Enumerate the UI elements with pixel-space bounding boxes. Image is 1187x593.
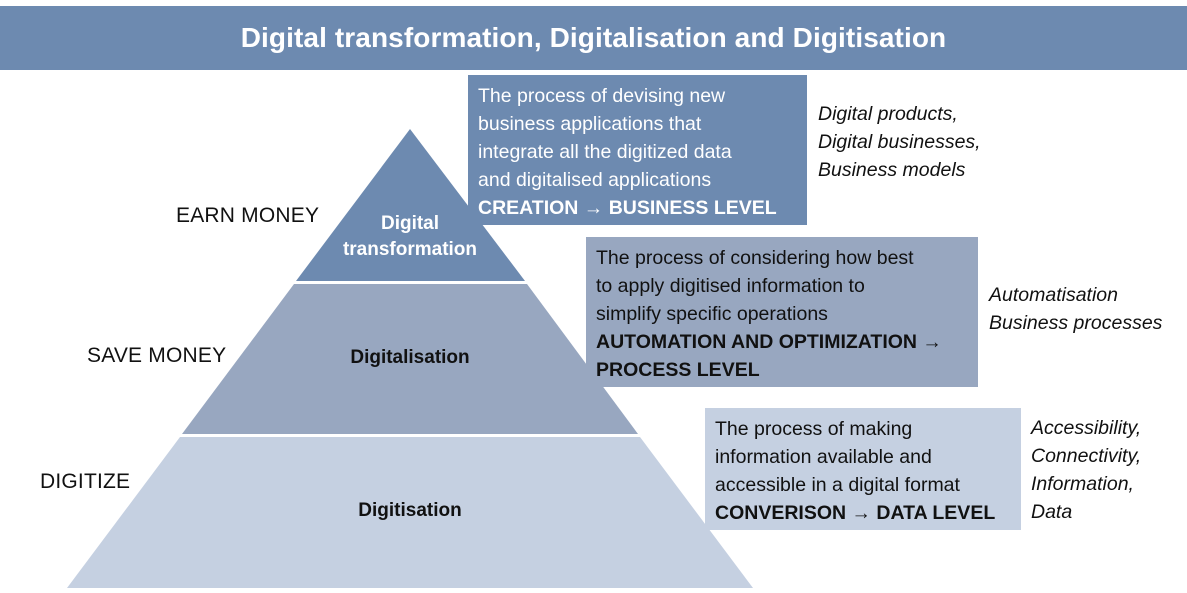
example-item: Information,: [1031, 473, 1134, 495]
title-bar: Digital transformation, Digitalisation a…: [0, 6, 1187, 70]
side-label-digitize: DIGITIZE: [40, 470, 131, 493]
example-item: Business processes: [989, 312, 1163, 334]
description-line: business applications that: [478, 113, 702, 135]
tier-label-digitisation: Digitisation: [300, 498, 520, 524]
level-label: CREATION → BUSINESS LEVEL: [478, 197, 777, 219]
tier-label-line: transformation: [342, 239, 478, 260]
description-line: The process of making: [715, 418, 913, 440]
tier-label-line: Digitalisation: [350, 347, 470, 368]
level-label: PROCESS LEVEL: [596, 359, 760, 381]
examples-data: Accessibility, Connectivity, Information…: [1031, 414, 1141, 526]
description-line: simplify specific operations: [596, 303, 828, 325]
description-line: information available and: [715, 446, 932, 468]
example-item: Accessibility,: [1031, 417, 1142, 439]
level-label: AUTOMATION AND OPTIMIZATION →: [596, 331, 942, 353]
level-label: CONVERISON → DATA LEVEL: [715, 502, 996, 524]
description-box-business: The process of devising new business app…: [468, 75, 807, 225]
description-box-process: The process of considering how best to a…: [586, 237, 978, 387]
example-item: Business models: [818, 159, 966, 181]
tier-label-line: Digital: [380, 213, 440, 234]
pyramid-tier-top: [296, 129, 525, 281]
side-label-save-money: SAVE MONEY: [87, 344, 227, 367]
page-title: Digital transformation, Digitalisation a…: [240, 22, 947, 53]
example-item: Connectivity,: [1031, 445, 1142, 467]
description-line: The process of devising new: [478, 85, 726, 107]
pyramid-tier-bottom: [67, 437, 753, 588]
pyramid-tier-middle: [182, 284, 638, 434]
description-box-data: The process of making information availa…: [705, 408, 1021, 530]
description-line: The process of considering how best: [596, 247, 914, 269]
tier-label-line: Digitisation: [358, 500, 462, 521]
tier-label-digital-transformation: Digital transformation: [320, 211, 500, 263]
description-line: and digitalised applications: [478, 169, 712, 191]
example-item: Digital businesses,: [818, 131, 981, 153]
example-item: Data: [1031, 501, 1073, 523]
examples-business: Digital products, Digital businesses, Bu…: [818, 100, 981, 184]
description-line: accessible in a digital format: [715, 474, 960, 496]
tier-label-digitalisation: Digitalisation: [300, 345, 520, 371]
side-label-earn-money: EARN MONEY: [176, 204, 320, 227]
examples-process: Automatisation Business processes: [989, 281, 1162, 337]
description-line: to apply digitised information to: [596, 275, 865, 297]
description-line: integrate all the digitized data: [478, 141, 732, 163]
example-item: Digital products,: [818, 103, 958, 125]
example-item: Automatisation: [989, 284, 1118, 306]
